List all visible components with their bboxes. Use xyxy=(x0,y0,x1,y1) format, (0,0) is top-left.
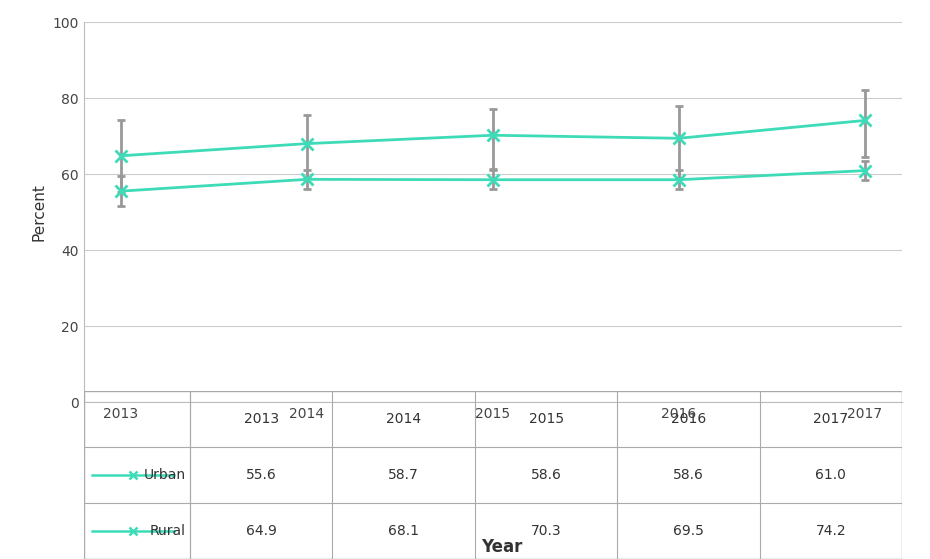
Text: 74.2: 74.2 xyxy=(816,524,846,538)
Text: 2014: 2014 xyxy=(386,412,421,427)
Text: 55.6: 55.6 xyxy=(246,468,276,482)
Text: 61.0: 61.0 xyxy=(816,468,846,482)
Text: 70.3: 70.3 xyxy=(531,524,562,538)
Text: 58.7: 58.7 xyxy=(389,468,419,482)
Text: Rural: Rural xyxy=(150,524,186,538)
Text: 58.6: 58.6 xyxy=(531,468,562,482)
Text: 2016: 2016 xyxy=(671,412,706,427)
Y-axis label: Percent: Percent xyxy=(32,183,46,241)
Text: Urban: Urban xyxy=(144,468,186,482)
Text: 2017: 2017 xyxy=(814,412,848,427)
Text: 64.9: 64.9 xyxy=(246,524,277,538)
Text: Year: Year xyxy=(482,538,523,556)
Text: 68.1: 68.1 xyxy=(388,524,419,538)
Text: 2013: 2013 xyxy=(244,412,279,427)
Text: 58.6: 58.6 xyxy=(673,468,704,482)
Text: 2015: 2015 xyxy=(528,412,564,427)
Text: 69.5: 69.5 xyxy=(673,524,704,538)
